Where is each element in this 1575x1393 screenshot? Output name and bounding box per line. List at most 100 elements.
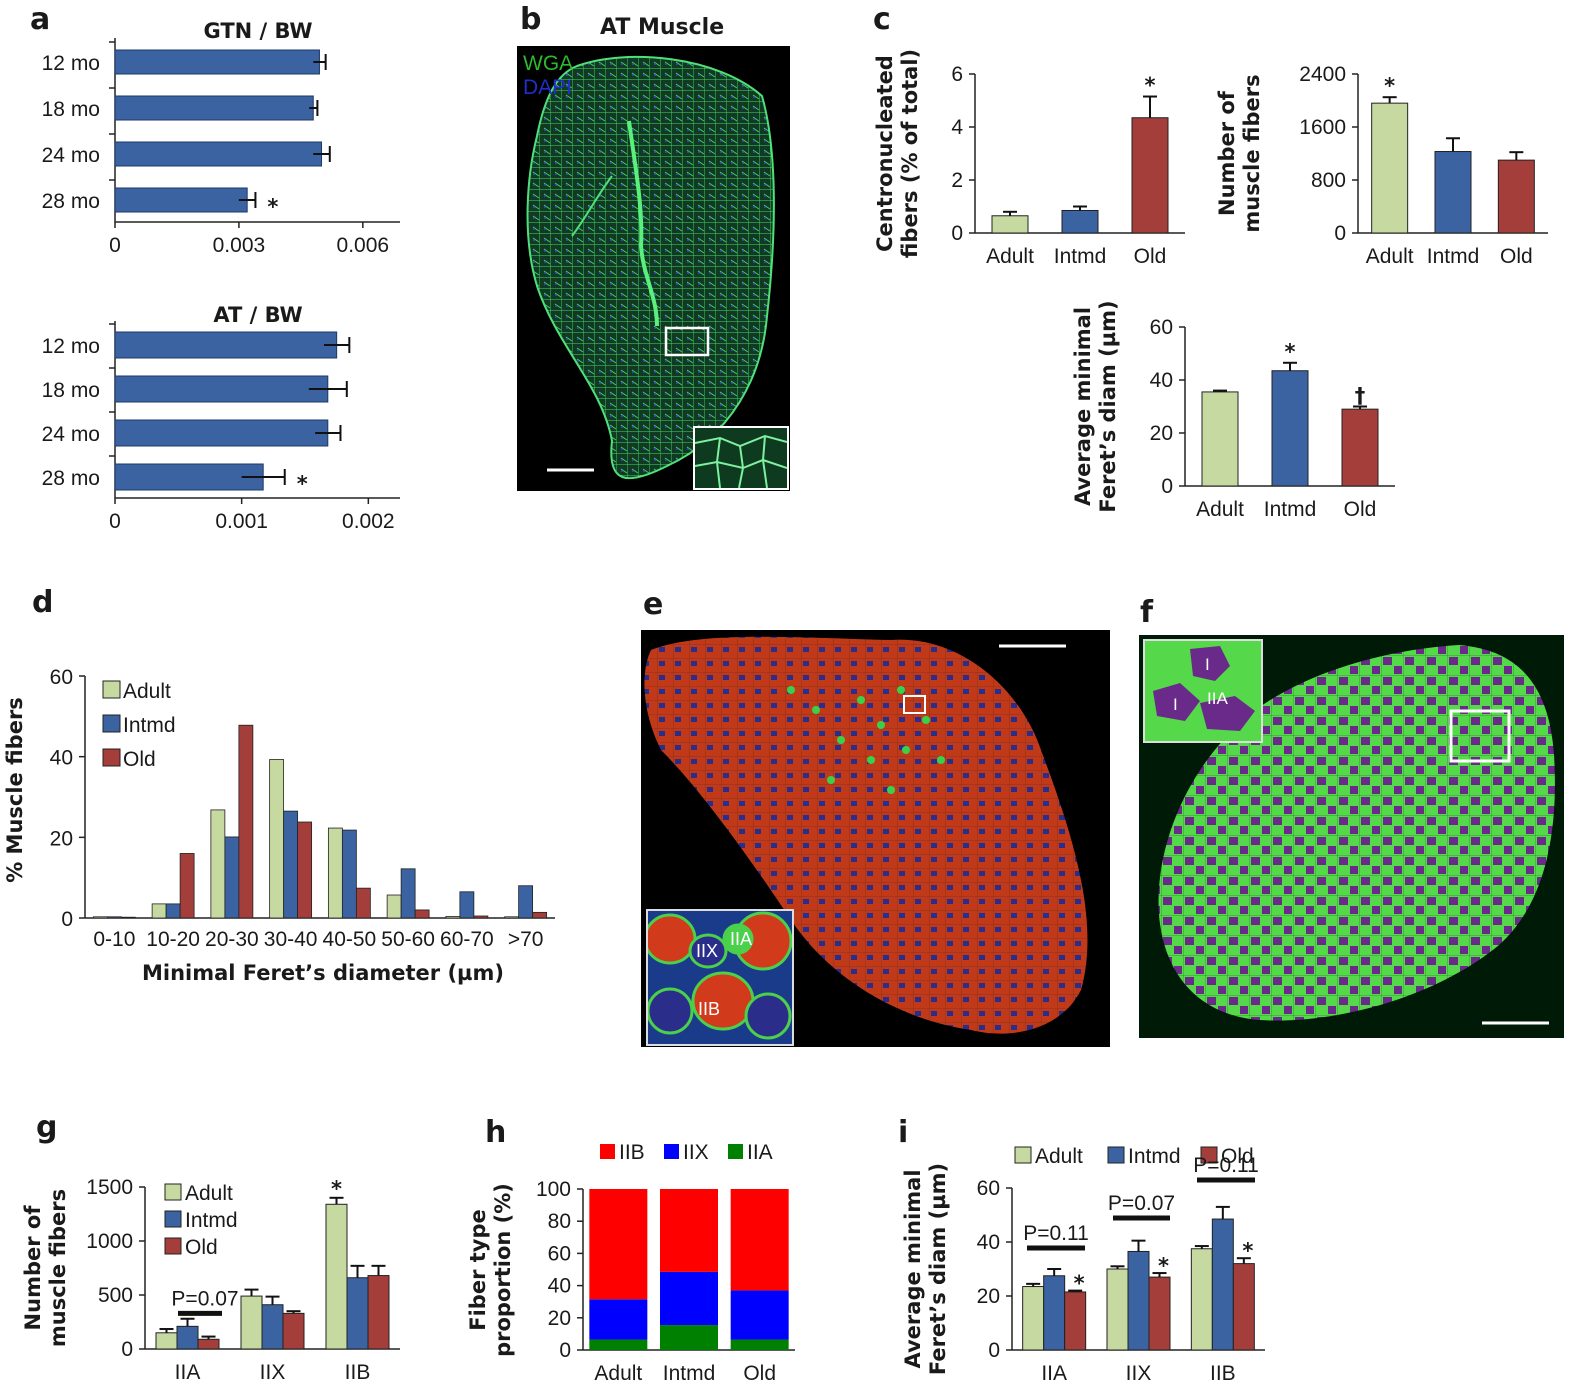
d-x-tick-label: 60-70 xyxy=(440,928,494,951)
d-bar xyxy=(224,836,240,919)
h-bar-segment xyxy=(730,1339,789,1350)
d-legend-swatch xyxy=(102,714,121,733)
i-y-axis-label: Feret’s diam (µm) xyxy=(926,1163,950,1375)
c-centro-significance: * xyxy=(1145,74,1156,98)
i-bar xyxy=(1190,1248,1213,1351)
c-feret-y-axis-label: Feret’s diam (µm) xyxy=(1096,300,1120,512)
d-bar xyxy=(283,810,299,919)
c-number-bar xyxy=(1371,102,1409,234)
c-feret-y-tick-label: 40 xyxy=(1150,369,1173,392)
i-bar xyxy=(1043,1275,1066,1351)
i-x-tick-label: IIX xyxy=(1126,1362,1152,1385)
g-x-tick-label: IIX xyxy=(260,1361,286,1384)
g-legend-swatch xyxy=(164,1237,182,1255)
d-legend-label: Old xyxy=(123,748,156,771)
h-y-tick-label: 0 xyxy=(559,1339,571,1362)
fiber-type-micrograph-f: I I IIA xyxy=(1139,635,1564,1038)
a-bottom-title: AT / BW xyxy=(213,303,302,327)
c-feret-x-tick-label: Adult xyxy=(1196,498,1244,521)
c-feret-y-tick-label: 60 xyxy=(1150,316,1173,339)
d-bar xyxy=(355,887,371,919)
a-bottom-x-tick-label: 0.001 xyxy=(215,510,268,533)
h-x-tick-label: Adult xyxy=(594,1362,642,1385)
d-bar xyxy=(473,915,489,919)
f-inset: I I IIA xyxy=(1143,639,1263,743)
i-bar xyxy=(1022,1286,1045,1351)
g-y-tick-label: 500 xyxy=(98,1284,133,1307)
h-bar-segment xyxy=(660,1271,718,1326)
g-y-axis-label: muscle fibers xyxy=(46,1189,70,1347)
i-y-tick-label: 60 xyxy=(977,1177,1000,1200)
h-bar-segment xyxy=(589,1339,648,1350)
c-centro-bar xyxy=(991,215,1029,234)
i-bar xyxy=(1127,1250,1150,1351)
d-bar xyxy=(341,829,357,919)
c-feret-x-tick-label: Old xyxy=(1344,498,1377,521)
a-bottom-bar xyxy=(114,375,329,403)
i-pvalue-label: P=0.11 xyxy=(1193,1154,1259,1177)
a-top-x-tick-label: 0.003 xyxy=(213,234,266,257)
d-legend-label: Intmd xyxy=(123,714,176,737)
c-feret-bar xyxy=(1271,370,1309,487)
d-bar xyxy=(151,903,167,919)
a-bottom-x-tick-label: 0.002 xyxy=(342,510,395,533)
h-legend-swatch xyxy=(664,1144,679,1159)
a-top-category-label: 18 mo xyxy=(42,98,100,121)
d-bar xyxy=(297,821,313,919)
c-number-y-tick-label: 1600 xyxy=(1299,116,1346,139)
inset-label-iia: IIA xyxy=(730,929,753,949)
a-bottom-category-label: 18 mo xyxy=(42,379,100,402)
a-bottom-bar xyxy=(114,419,329,447)
d-bar xyxy=(92,916,108,919)
d-legend-swatch xyxy=(102,680,121,699)
a-top-bar xyxy=(114,49,320,75)
c-feret-y-axis-label: Average minimal xyxy=(1071,307,1095,506)
d-x-tick-label: 20-30 xyxy=(205,928,259,951)
at-muscle-micrograph: WGA DAPI xyxy=(517,46,790,491)
g-bar xyxy=(240,1295,263,1350)
inset-label-iix: IIX xyxy=(696,941,719,961)
d-bar xyxy=(445,915,461,919)
i-legend-label: Old xyxy=(1221,1145,1254,1168)
a-bottom-bar xyxy=(114,331,338,359)
i-significance: * xyxy=(1158,1254,1169,1278)
h-x-tick-label: Intmd xyxy=(663,1362,716,1385)
a-bottom-category-label: 28 mo xyxy=(42,467,100,490)
h-legend-swatch xyxy=(600,1144,615,1159)
h-bar-segment xyxy=(730,1189,789,1291)
g-y-tick-label: 0 xyxy=(121,1338,133,1361)
panel-label-a: a xyxy=(30,2,51,37)
i-legend-swatch xyxy=(1107,1146,1125,1164)
h-y-tick-label: 100 xyxy=(536,1178,571,1201)
i-y-tick-label: 40 xyxy=(977,1231,1000,1254)
a-bottom-x-tick-label: 0 xyxy=(109,510,121,533)
g-x-tick-label: IIB xyxy=(345,1361,371,1384)
d-bar xyxy=(400,868,416,919)
d-y-tick-label: 60 xyxy=(50,666,73,689)
h-legend-label: IIA xyxy=(747,1141,773,1164)
fiber-type-micrograph-e: IIA IIX IIB xyxy=(641,630,1110,1047)
h-legend-swatch xyxy=(728,1144,743,1159)
d-bar xyxy=(459,891,475,919)
h-y-tick-label: 60 xyxy=(548,1242,571,1265)
g-legend-label: Adult xyxy=(185,1182,233,1205)
c-centro-x-tick-label: Old xyxy=(1134,245,1167,268)
c-number-bar xyxy=(1497,159,1535,234)
panel-label-b: b xyxy=(520,2,542,37)
a-bottom-category-label: 24 mo xyxy=(42,423,100,446)
d-bar xyxy=(120,916,136,919)
g-pvalue-label: P=0.07 xyxy=(171,1287,238,1310)
g-bar xyxy=(367,1275,390,1350)
g-legend-swatch xyxy=(164,1183,182,1201)
c-number-significance: * xyxy=(1384,74,1395,98)
d-x-tick-label: 30-40 xyxy=(264,928,318,951)
c-centro-y-axis-label: fibers (% of total) xyxy=(898,49,922,258)
c-feret-bar xyxy=(1341,408,1379,487)
c-number-y-tick-label: 2400 xyxy=(1299,63,1346,86)
i-y-tick-label: 0 xyxy=(988,1339,1000,1362)
a-top-category-label: 28 mo xyxy=(42,190,100,213)
h-y-tick-label: 40 xyxy=(548,1275,571,1298)
g-legend-label: Intmd xyxy=(185,1209,238,1232)
d-legend-swatch xyxy=(102,748,121,767)
c-number-x-tick-label: Adult xyxy=(1366,245,1414,268)
